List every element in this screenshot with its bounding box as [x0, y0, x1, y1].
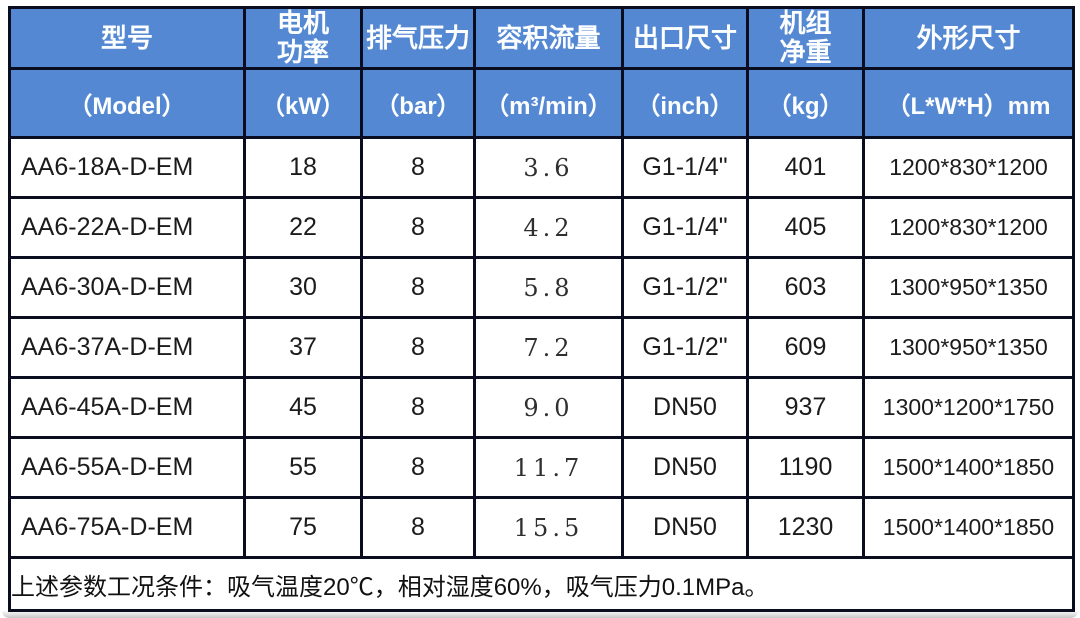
col-unit-discharge-pressure: （bar） — [360, 67, 476, 140]
motor-power-cell: 30 — [243, 256, 363, 320]
discharge-pressure-cell: 8 — [360, 136, 476, 200]
col-header-volume-flow: 容积流量 — [473, 5, 624, 71]
col-unit-motor-power: （kW） — [243, 67, 363, 140]
net-weight-cell: 609 — [746, 316, 865, 380]
dimensions-cell: 1300*950*1350 — [862, 316, 1075, 380]
table-row: AA6-37A-D-EM 37 8 7.2 G1-1/2" 609 1300*9… — [8, 316, 1075, 380]
outlet-size-cell: G1-1/2" — [621, 256, 749, 320]
footnote-row: 上述参数工况条件：吸气温度20℃，相对湿度60%，吸气压力0.1MPa。 — [8, 556, 1075, 613]
col-header-discharge-pressure: 排气压力 — [360, 5, 476, 71]
motor-power-cell: 55 — [243, 436, 363, 500]
col-header-dimensions: 外形尺寸 — [862, 5, 1075, 71]
net-weight-cell: 401 — [746, 136, 865, 200]
model-cell: AA6-30A-D-EM — [8, 256, 246, 320]
model-cell: AA6-37A-D-EM — [8, 316, 246, 380]
dimensions-cell: 1200*830*1200 — [862, 136, 1075, 200]
model-cell: AA6-55A-D-EM — [8, 436, 246, 500]
dimensions-cell: 1500*1400*1850 — [862, 436, 1075, 500]
outlet-size-cell: G1-1/4" — [621, 136, 749, 200]
model-cell: AA6-45A-D-EM — [8, 376, 246, 440]
outlet-size-cell: G1-1/2" — [621, 316, 749, 380]
volume-flow-cell: 9.0 — [473, 376, 624, 440]
volume-flow-cell: 5.8 — [473, 256, 624, 320]
volume-flow-cell: 4.2 — [473, 196, 624, 260]
table-row: AA6-30A-D-EM 30 8 5.8 G1-1/2" 603 1300*9… — [8, 256, 1075, 320]
header-title-row: 型号 电机 功率 排气压力 容积流量 出口尺寸 机组 净重 外形尺寸 — [8, 5, 1075, 71]
model-cell: AA6-22A-D-EM — [8, 196, 246, 260]
volume-flow-cell: 15.5 — [473, 496, 624, 560]
table-row: AA6-55A-D-EM 55 8 11.7 DN50 1190 1500*14… — [8, 436, 1075, 500]
outlet-size-cell: G1-1/4" — [621, 196, 749, 260]
discharge-pressure-cell: 8 — [360, 316, 476, 380]
col-unit-volume-flow: （m³/min） — [473, 67, 624, 140]
net-weight-cell: 603 — [746, 256, 865, 320]
motor-power-cell: 22 — [243, 196, 363, 260]
table-footer: 上述参数工况条件：吸气温度20℃，相对湿度60%，吸气压力0.1MPa。 — [8, 556, 1075, 613]
discharge-pressure-cell: 8 — [360, 196, 476, 260]
outlet-size-cell: DN50 — [621, 496, 749, 560]
spec-table: 型号 电机 功率 排气压力 容积流量 出口尺寸 机组 净重 外形尺寸 （Mode… — [8, 5, 1075, 613]
table-header: 型号 电机 功率 排气压力 容积流量 出口尺寸 机组 净重 外形尺寸 （Mode… — [8, 5, 1075, 140]
col-header-model: 型号 — [8, 5, 246, 71]
table-row: AA6-18A-D-EM 18 8 3.6 G1-1/4" 401 1200*8… — [8, 136, 1075, 200]
col-header-motor-power: 电机 功率 — [243, 5, 363, 71]
motor-power-cell: 18 — [243, 136, 363, 200]
col-unit-net-weight: （kg） — [746, 67, 865, 140]
discharge-pressure-cell: 8 — [360, 436, 476, 500]
dimensions-cell: 1500*1400*1850 — [862, 496, 1075, 560]
volume-flow-cell: 11.7 — [473, 436, 624, 500]
motor-power-cell: 37 — [243, 316, 363, 380]
image-bottom-shadow — [2, 611, 1078, 618]
discharge-pressure-cell: 8 — [360, 256, 476, 320]
dimensions-cell: 1300*1200*1750 — [862, 376, 1075, 440]
col-header-net-weight: 机组 净重 — [746, 5, 865, 71]
outlet-size-cell: DN50 — [621, 376, 749, 440]
net-weight-cell: 1230 — [746, 496, 865, 560]
discharge-pressure-cell: 8 — [360, 496, 476, 560]
motor-power-cell: 45 — [243, 376, 363, 440]
dimensions-cell: 1200*830*1200 — [862, 196, 1075, 260]
net-weight-cell: 1190 — [746, 436, 865, 500]
net-weight-cell: 405 — [746, 196, 865, 260]
model-cell: AA6-75A-D-EM — [8, 496, 246, 560]
dimensions-cell: 1300*950*1350 — [862, 256, 1075, 320]
table-row: AA6-22A-D-EM 22 8 4.2 G1-1/4" 405 1200*8… — [8, 196, 1075, 260]
net-weight-cell: 937 — [746, 376, 865, 440]
volume-flow-cell: 3.6 — [473, 136, 624, 200]
header-unit-row: （Model） （kW） （bar） （m³/min） （inch） （kg） … — [8, 67, 1075, 140]
operating-conditions-note: 上述参数工况条件：吸气温度20℃，相对湿度60%，吸气压力0.1MPa。 — [8, 556, 1075, 613]
table-body: AA6-18A-D-EM 18 8 3.6 G1-1/4" 401 1200*8… — [8, 136, 1075, 560]
table-row: AA6-45A-D-EM 45 8 9.0 DN50 937 1300*1200… — [8, 376, 1075, 440]
outlet-size-cell: DN50 — [621, 436, 749, 500]
col-unit-model: （Model） — [8, 67, 246, 140]
table-row: AA6-75A-D-EM 75 8 15.5 DN50 1230 1500*14… — [8, 496, 1075, 560]
model-cell: AA6-18A-D-EM — [8, 136, 246, 200]
discharge-pressure-cell: 8 — [360, 376, 476, 440]
col-unit-dimensions: （L*W*H）mm — [862, 67, 1075, 140]
motor-power-cell: 75 — [243, 496, 363, 560]
volume-flow-cell: 7.2 — [473, 316, 624, 380]
col-header-outlet-size: 出口尺寸 — [621, 5, 749, 71]
col-unit-outlet-size: （inch） — [621, 67, 749, 140]
